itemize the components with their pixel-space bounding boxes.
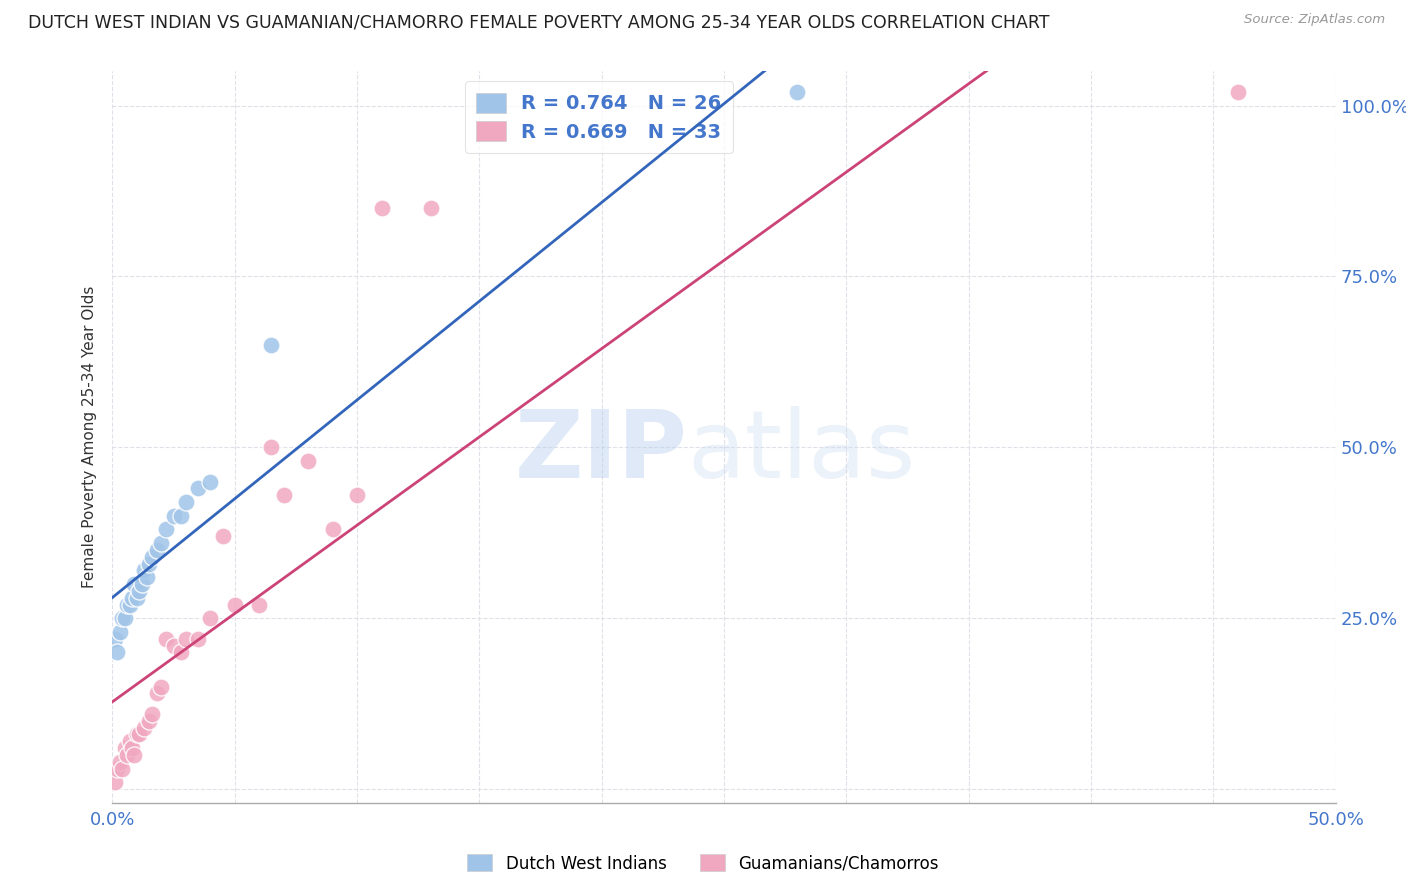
Point (150, 680, 173, 694)
Point (346, 488, 368, 502)
Point (111, 762, 134, 776)
Point (105, 762, 128, 776)
Point (118, 598, 141, 612)
Point (145, 686, 167, 700)
Point (224, 598, 246, 612)
Point (135, 570, 157, 584)
Point (104, 775, 127, 789)
Point (108, 755, 131, 769)
Point (155, 522, 177, 536)
Point (134, 563, 156, 577)
Point (128, 583, 150, 598)
Point (211, 529, 233, 543)
Point (111, 611, 134, 625)
Y-axis label: Female Poverty Among 25-34 Year Olds: Female Poverty Among 25-34 Year Olds (82, 286, 97, 588)
Point (108, 624, 131, 639)
Point (105, 645, 128, 659)
Point (155, 632, 177, 646)
Point (141, 549, 163, 564)
Point (163, 639, 186, 653)
Point (121, 741, 143, 756)
Text: DUTCH WEST INDIAN VS GUAMANIAN/CHAMORRO FEMALE POVERTY AMONG 25-34 YEAR OLDS COR: DUTCH WEST INDIAN VS GUAMANIAN/CHAMORRO … (28, 13, 1050, 31)
Text: ZIP: ZIP (515, 406, 688, 498)
Point (419, 201, 441, 215)
Text: Source: ZipAtlas.com: Source: ZipAtlas.com (1244, 13, 1385, 27)
Point (125, 727, 148, 741)
Point (114, 741, 136, 756)
Legend: R = 0.764   N = 26, R = 0.669   N = 33: R = 0.764 N = 26, R = 0.669 N = 33 (465, 81, 733, 153)
Point (786, 85, 808, 99)
Point (163, 508, 186, 523)
Point (124, 577, 146, 591)
Point (174, 632, 197, 646)
Point (104, 632, 127, 646)
Point (187, 481, 209, 495)
Point (174, 495, 197, 509)
Point (322, 522, 344, 536)
Point (118, 734, 141, 748)
Legend: Dutch West Indians, Guamanians/Chamorros: Dutch West Indians, Guamanians/Chamorros (461, 847, 945, 880)
Point (297, 454, 319, 468)
Point (121, 591, 143, 605)
Point (187, 632, 209, 646)
Point (273, 488, 295, 502)
Point (247, 598, 270, 612)
Point (1226, 85, 1249, 99)
Text: atlas: atlas (688, 406, 915, 498)
Point (150, 536, 173, 550)
Point (200, 611, 222, 625)
Point (138, 557, 160, 571)
Point (138, 714, 160, 728)
Point (170, 645, 193, 659)
Point (115, 598, 138, 612)
Point (141, 706, 163, 721)
Point (125, 591, 148, 605)
Point (128, 727, 150, 741)
Point (170, 508, 193, 523)
Point (370, 201, 392, 215)
Point (200, 475, 222, 489)
Point (145, 542, 167, 557)
Point (115, 747, 138, 762)
Point (260, 338, 283, 352)
Point (114, 611, 136, 625)
Point (124, 747, 146, 762)
Point (260, 440, 283, 454)
Point (134, 721, 156, 735)
Point (131, 577, 153, 591)
